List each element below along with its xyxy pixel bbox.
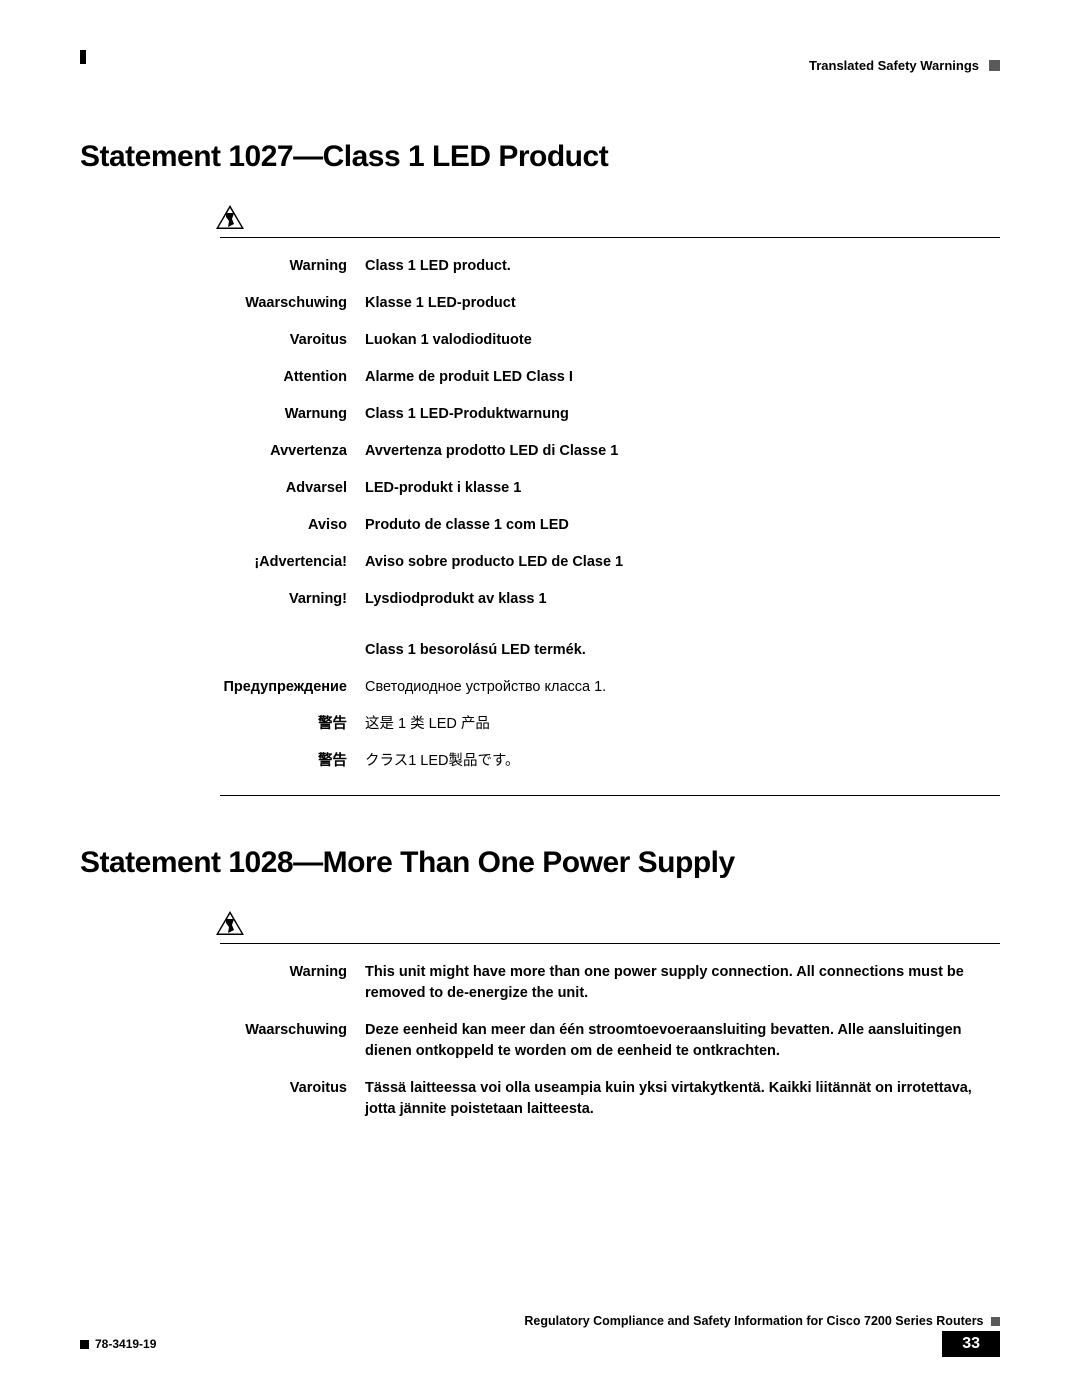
page-header: Translated Safety Warnings (80, 40, 1000, 100)
footer-left: 78-3419-19 (80, 1337, 156, 1351)
warning-text: Lysdiodprodukt av klass 1 (365, 581, 1000, 618)
warning-row: 警告这是 1 类 LED 产品 (220, 706, 1000, 743)
warning-row: WarningThis unit might have more than on… (220, 954, 1000, 1012)
warning-text: Deze eenheid kan meer dan één stroomtoev… (365, 1012, 1000, 1070)
footer-doc-number: 78-3419-19 (95, 1337, 156, 1351)
warning-label: Waarschuwing (220, 1012, 365, 1070)
warning-text: Klasse 1 LED-product (365, 285, 1000, 322)
footer-left-square-icon (80, 1340, 89, 1349)
warning-label: Предупреждение (220, 669, 365, 706)
page-number-badge: 33 (942, 1331, 1000, 1357)
warning-text: Class 1 LED-Produktwarnung (365, 396, 1000, 433)
warning-row: ¡Advertencia!Aviso sobre producto LED de… (220, 544, 1000, 581)
footer-doc-title-line: Regulatory Compliance and Safety Informa… (80, 1314, 1000, 1328)
section2-block: WarningThis unit might have more than on… (220, 910, 1000, 1128)
warning-label: Warning (220, 954, 365, 1012)
warning-text: Produto de classe 1 com LED (365, 507, 1000, 544)
warning-icon (215, 910, 245, 936)
warning-label: ¡Advertencia! (220, 544, 365, 581)
warning-row: AttentionAlarme de produit LED Class I (220, 359, 1000, 396)
warning-row: WarningClass 1 LED product. (220, 248, 1000, 285)
footer-bottom: 78-3419-19 33 (80, 1331, 1000, 1357)
warning-row: VaroitusLuokan 1 valodiodituote (220, 322, 1000, 359)
section1-title: Statement 1027—Class 1 LED Product (80, 140, 1000, 174)
warning-text: Class 1 besorolású LED termék. (365, 618, 1000, 669)
warning-row: Varning!Lysdiodprodukt av klass 1 (220, 581, 1000, 618)
warning-text: LED-produkt i klasse 1 (365, 470, 1000, 507)
header-square-icon (989, 60, 1000, 71)
warning-text: クラス1 LED製品です。 (365, 743, 1000, 780)
warning-row: 警告クラス1 LED製品です。 (220, 743, 1000, 780)
warning-label: Advarsel (220, 470, 365, 507)
warning-label: Waarschuwing (220, 285, 365, 322)
warning-label: Varoitus (220, 322, 365, 359)
warning-label: Avvertenza (220, 433, 365, 470)
section1-table: WarningClass 1 LED product.WaarschuwingK… (220, 248, 1000, 780)
warning-row: AvisoProduto de classe 1 com LED (220, 507, 1000, 544)
warning-row: Class 1 besorolású LED termék. (220, 618, 1000, 669)
warning-label: Aviso (220, 507, 365, 544)
warning-text: 这是 1 类 LED 产品 (365, 706, 1000, 743)
warning-text: Avvertenza prodotto LED di Classe 1 (365, 433, 1000, 470)
warning-row: AdvarselLED-produkt i klasse 1 (220, 470, 1000, 507)
warning-text: Светодиодное устройство класса 1. (365, 669, 1000, 706)
warning-icon (215, 204, 245, 230)
section1-end-rule (220, 795, 1000, 796)
warning-row: WarnungClass 1 LED-Produktwarnung (220, 396, 1000, 433)
section1-block: WarningClass 1 LED product.WaarschuwingK… (220, 204, 1000, 780)
warning-row: VaroitusTässä laitteessa voi olla useamp… (220, 1070, 1000, 1128)
warning-row: AvvertenzaAvvertenza prodotto LED di Cla… (220, 433, 1000, 470)
footer-square-icon (991, 1317, 1000, 1326)
footer-doc-title: Regulatory Compliance and Safety Informa… (524, 1314, 983, 1328)
warning-text: Tässä laitteessa voi olla useampia kuin … (365, 1070, 1000, 1128)
warning-row: WaarschuwingDeze eenheid kan meer dan éé… (220, 1012, 1000, 1070)
section2-title: Statement 1028—More Than One Power Suppl… (80, 846, 1000, 880)
warning-text: Alarme de produit LED Class I (365, 359, 1000, 396)
warning-label: 警告 (220, 706, 365, 743)
warning-text: Luokan 1 valodiodituote (365, 322, 1000, 359)
page-footer: Regulatory Compliance and Safety Informa… (80, 1314, 1000, 1357)
warning-text: Class 1 LED product. (365, 248, 1000, 285)
warning-row: ПредупреждениеСветодиодное устройство кл… (220, 669, 1000, 706)
header-right: Translated Safety Warnings (809, 58, 1000, 73)
warning-text: This unit might have more than one power… (365, 954, 1000, 1012)
warning-label: Varning! (220, 581, 365, 618)
header-section-label: Translated Safety Warnings (809, 58, 979, 73)
warning-label: Attention (220, 359, 365, 396)
section2-table: WarningThis unit might have more than on… (220, 954, 1000, 1128)
warning-label: 警告 (220, 743, 365, 780)
header-tick (80, 50, 86, 64)
warning-row: WaarschuwingKlasse 1 LED-product (220, 285, 1000, 322)
warning-label: Warnung (220, 396, 365, 433)
section1-rule (220, 237, 1000, 238)
warning-label (220, 618, 365, 669)
warning-label: Warning (220, 248, 365, 285)
section2-rule (220, 943, 1000, 944)
warning-label: Varoitus (220, 1070, 365, 1128)
warning-text: Aviso sobre producto LED de Clase 1 (365, 544, 1000, 581)
